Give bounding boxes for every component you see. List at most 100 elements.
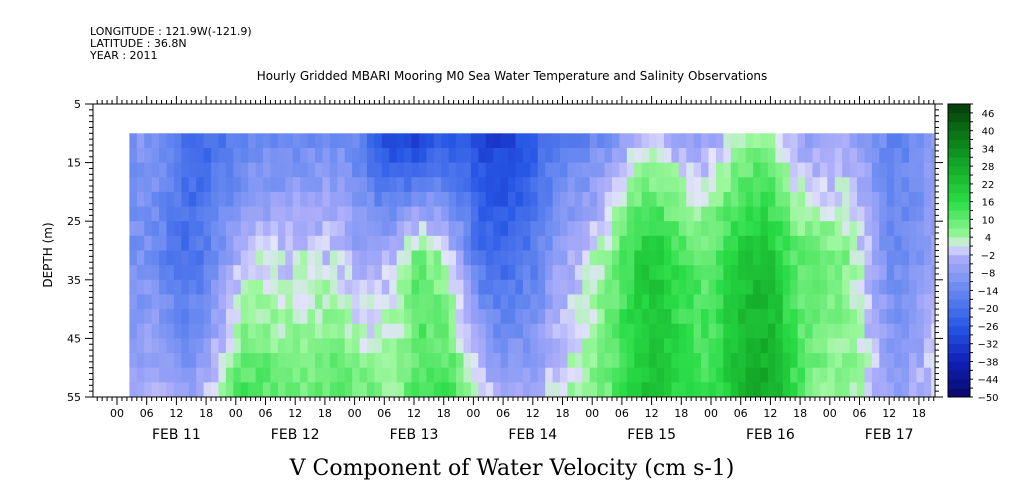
heatmap-cell xyxy=(827,235,836,251)
heatmap-cell xyxy=(634,382,643,398)
heatmap-cell xyxy=(745,206,754,222)
heatmap-cell xyxy=(574,353,583,369)
heatmap-cell xyxy=(894,309,902,325)
heatmap-cell xyxy=(886,382,895,398)
heatmap-cell xyxy=(797,338,806,354)
heatmap-cell xyxy=(522,338,531,354)
heatmap-cell xyxy=(634,147,643,163)
heatmap-cell xyxy=(678,338,687,354)
heatmap-cell xyxy=(337,147,346,163)
heatmap-cell xyxy=(678,309,687,325)
x-tick-label: 06 xyxy=(853,407,867,420)
heatmap-cell xyxy=(337,323,346,339)
heatmap-cell xyxy=(151,279,160,295)
heatmap-cell xyxy=(827,265,836,281)
heatmap-cell xyxy=(196,265,205,281)
heatmap-cell xyxy=(463,162,472,178)
heatmap-cell xyxy=(456,382,464,398)
heatmap-cell xyxy=(485,177,494,193)
heatmap-cell xyxy=(129,323,138,339)
heatmap-cell xyxy=(582,353,591,369)
heatmap-cell xyxy=(300,323,308,339)
heatmap-cell xyxy=(693,265,702,281)
heatmap-cell xyxy=(753,309,761,325)
heatmap-cell xyxy=(552,235,561,251)
heatmap-cell xyxy=(552,294,561,310)
heatmap-cell xyxy=(604,309,613,325)
heatmap-cell xyxy=(767,147,776,163)
heatmap-cell xyxy=(359,250,368,266)
heatmap-cell xyxy=(782,353,791,369)
heatmap-cell xyxy=(879,279,888,295)
heatmap-cell xyxy=(589,177,598,193)
heatmap-cell xyxy=(418,147,427,163)
heatmap-cell xyxy=(834,338,843,354)
heatmap-cell xyxy=(500,338,509,354)
heatmap-cell xyxy=(931,338,935,354)
heatmap-cell xyxy=(753,191,761,207)
heatmap-cell xyxy=(196,147,205,163)
heatmap-cell xyxy=(879,294,888,310)
heatmap-cell xyxy=(834,250,843,266)
heatmap-cell xyxy=(671,206,680,222)
heatmap-cell xyxy=(381,323,390,339)
heatmap-cell xyxy=(782,294,791,310)
heatmap-cell xyxy=(626,338,635,354)
heatmap-cell xyxy=(545,221,553,237)
heatmap-cell xyxy=(693,294,702,310)
heatmap-cell xyxy=(916,235,925,251)
heatmap-cell xyxy=(344,353,353,369)
heatmap-cell xyxy=(381,177,390,193)
heatmap-cell xyxy=(218,323,227,339)
heatmap-cell xyxy=(597,367,605,383)
heatmap-cell xyxy=(366,177,375,193)
heatmap-cell xyxy=(478,133,487,149)
heatmap-cell xyxy=(478,235,487,251)
heatmap-cell xyxy=(894,147,902,163)
heatmap-cell xyxy=(909,191,917,207)
heatmap-cell xyxy=(849,235,858,251)
heatmap-cell xyxy=(366,162,375,178)
heatmap-cell xyxy=(612,353,620,369)
heatmap-cell xyxy=(849,294,858,310)
heatmap-cell xyxy=(404,221,412,237)
heatmap-cell xyxy=(500,221,509,237)
heatmap-cell xyxy=(144,162,153,178)
heatmap-cell xyxy=(619,162,628,178)
heatmap-cell xyxy=(322,353,331,369)
heatmap-cell xyxy=(619,367,628,383)
heatmap-cell xyxy=(166,353,175,369)
heatmap-cell xyxy=(671,338,680,354)
heatmap-cell xyxy=(404,265,412,281)
heatmap-cell xyxy=(448,294,457,310)
heatmap-cell xyxy=(418,309,427,325)
heatmap-cell xyxy=(612,309,620,325)
heatmap-cell xyxy=(418,191,427,207)
heatmap-cell xyxy=(522,382,531,398)
colorbar-band xyxy=(948,228,970,238)
heatmap-cell xyxy=(352,250,360,266)
heatmap-cell xyxy=(508,147,516,163)
heatmap-cell xyxy=(255,309,264,325)
heatmap-cell xyxy=(270,279,279,295)
heatmap-cell xyxy=(567,191,576,207)
heatmap-cell xyxy=(374,382,383,398)
heatmap-cell xyxy=(537,206,546,222)
heatmap-cell xyxy=(203,221,212,237)
colorbar-band xyxy=(948,254,970,265)
heatmap-cell xyxy=(567,250,576,266)
heatmap-cell xyxy=(782,191,791,207)
heatmap-cell xyxy=(352,235,360,251)
heatmap-cell xyxy=(233,191,242,207)
heatmap-cell xyxy=(248,147,256,163)
heatmap-cell xyxy=(337,367,346,383)
heatmap-cell xyxy=(166,309,175,325)
heatmap-cell xyxy=(151,338,160,354)
heatmap-cell xyxy=(277,133,286,149)
heatmap-cell xyxy=(470,338,479,354)
heatmap-cell xyxy=(671,382,680,398)
heatmap-cell xyxy=(418,235,427,251)
heatmap-cell xyxy=(203,338,212,354)
heatmap-cell xyxy=(500,133,509,149)
heatmap-cell xyxy=(359,221,368,237)
